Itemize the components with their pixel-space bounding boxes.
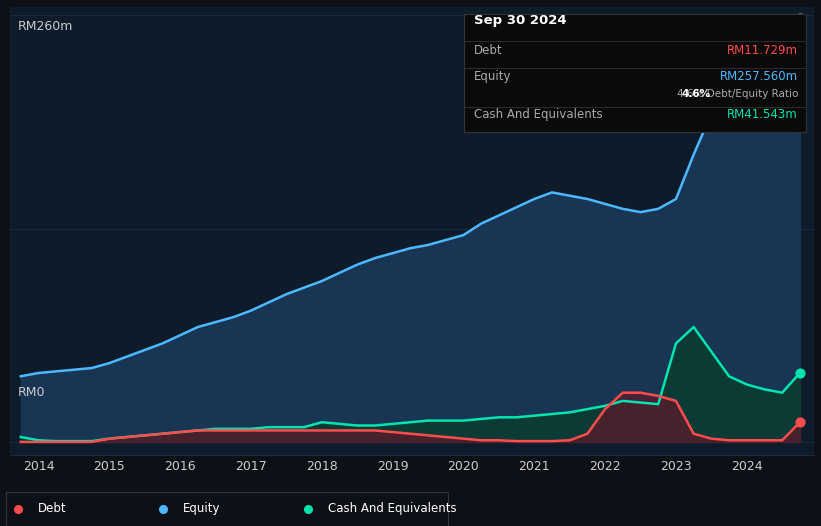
Text: RM0: RM0 bbox=[18, 386, 46, 399]
FancyBboxPatch shape bbox=[465, 14, 806, 133]
Point bbox=[793, 14, 806, 23]
Text: Cash And Equivalents: Cash And Equivalents bbox=[328, 502, 456, 515]
Text: RM41.543m: RM41.543m bbox=[727, 108, 798, 121]
Text: Equity: Equity bbox=[474, 70, 511, 83]
Text: RM260m: RM260m bbox=[18, 21, 74, 33]
Text: Debt: Debt bbox=[474, 44, 502, 57]
Point bbox=[793, 418, 806, 427]
Point bbox=[793, 369, 806, 377]
Text: Cash And Equivalents: Cash And Equivalents bbox=[474, 108, 603, 121]
Text: Debt: Debt bbox=[39, 502, 67, 515]
Text: RM11.729m: RM11.729m bbox=[727, 44, 798, 57]
Text: 4.6%: 4.6% bbox=[681, 89, 710, 99]
Text: Equity: Equity bbox=[183, 502, 221, 515]
Text: RM257.560m: RM257.560m bbox=[720, 70, 798, 83]
Text: 4.6% Debt/Equity Ratio: 4.6% Debt/Equity Ratio bbox=[677, 89, 798, 99]
Text: Sep 30 2024: Sep 30 2024 bbox=[474, 14, 566, 26]
